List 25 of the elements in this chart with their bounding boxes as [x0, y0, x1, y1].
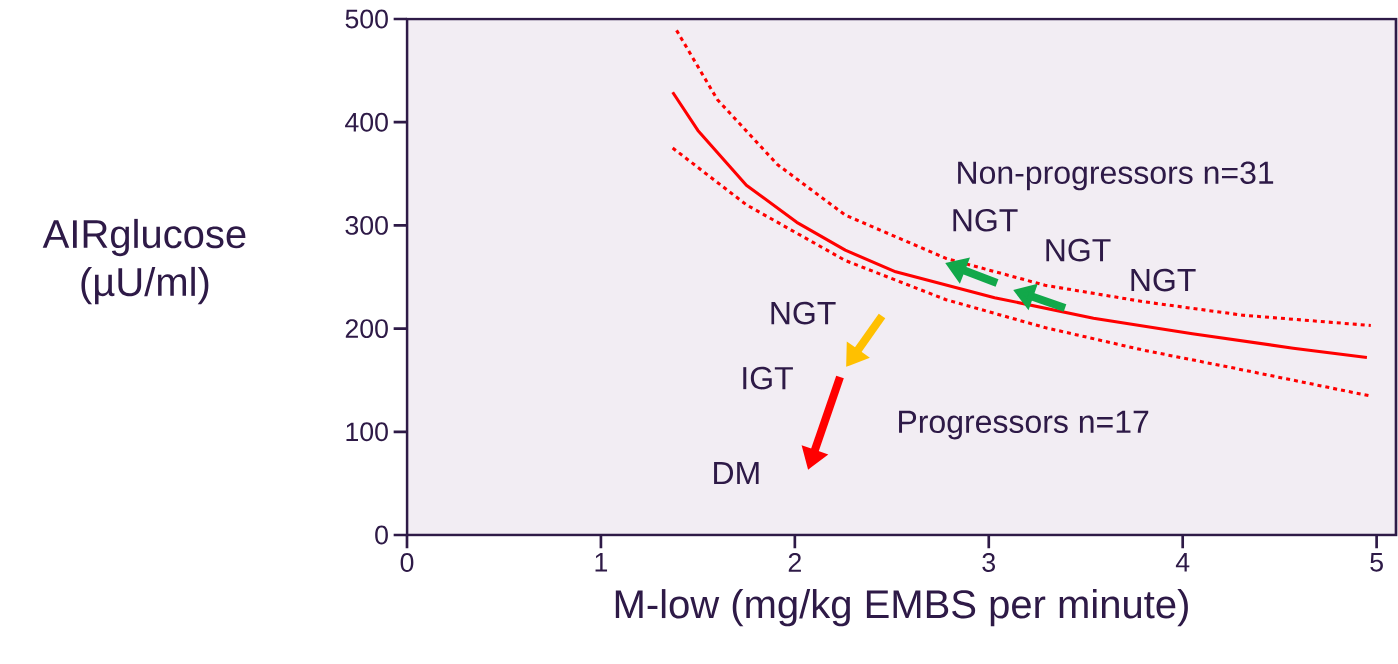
line-series	[675, 28, 1373, 328]
x-tick-label: 5	[1370, 553, 1383, 572]
y-tick-label: 300	[345, 215, 388, 235]
x-tick-label: 3	[982, 553, 996, 572]
y-tick-label: 100	[346, 422, 388, 442]
x-axis-title: M-low (mg/kg EMBS per minute)	[615, 589, 1188, 627]
annotation: DM	[714, 462, 759, 485]
annotation: NGT	[953, 208, 1018, 232]
annotation: NGT	[1131, 268, 1196, 292]
y-tick-label: 400	[345, 112, 388, 132]
x-tick-label: 2	[788, 553, 801, 572]
annotation: Progressors n=17	[899, 410, 1149, 440]
y-axis-title: AIRglucose (µU/ml)	[42, 218, 246, 305]
x-tick-label: 4	[1175, 553, 1190, 572]
annotation: NGT	[1046, 238, 1111, 262]
annotation: Non-progressors n=31	[958, 161, 1274, 191]
y-tick-label: 200	[345, 319, 388, 339]
y-tick-label: 500	[345, 9, 388, 29]
x-tick-label: 0	[400, 553, 414, 572]
annotation: IGT	[743, 366, 793, 390]
line-series	[671, 90, 1369, 360]
annotation: NGT	[771, 301, 836, 325]
x-tick-label: 1	[595, 553, 608, 572]
line-series	[671, 146, 1371, 398]
y-tick-label: 0	[375, 525, 388, 545]
